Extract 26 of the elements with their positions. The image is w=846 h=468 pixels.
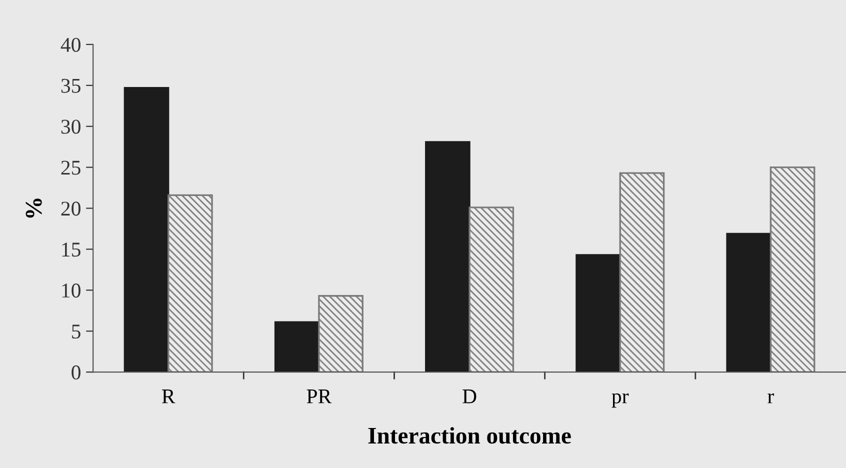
bar bbox=[726, 232, 772, 372]
y-tick-label: 25 bbox=[61, 160, 80, 175]
x-axis-title: Interaction outcome bbox=[368, 427, 571, 444]
y-tick-label: 15 bbox=[62, 242, 80, 257]
bar bbox=[318, 295, 364, 372]
bar bbox=[274, 321, 320, 372]
y-tick-label: 35 bbox=[61, 78, 80, 93]
y-tick-label: 30 bbox=[61, 120, 80, 134]
bar bbox=[425, 141, 470, 372]
x-tick-label: PR bbox=[306, 390, 332, 404]
bar bbox=[770, 166, 816, 372]
y-tick-label: 20 bbox=[61, 202, 80, 216]
y-tick-label: 5 bbox=[72, 324, 80, 339]
bar bbox=[619, 172, 665, 372]
x-tick-label: r bbox=[768, 393, 774, 404]
bar bbox=[124, 87, 170, 372]
y-tick-label: 40 bbox=[60, 38, 80, 52]
x-tick-label: pr bbox=[612, 393, 629, 408]
x-tick-label: D bbox=[462, 390, 476, 404]
bar bbox=[168, 194, 213, 372]
y-tick-label: 10 bbox=[62, 284, 80, 298]
y-axis-title: % bbox=[26, 198, 42, 218]
y-tick-label: 0 bbox=[72, 365, 80, 380]
bar bbox=[468, 206, 514, 372]
bar bbox=[576, 254, 621, 372]
x-tick-label: R bbox=[162, 390, 176, 404]
